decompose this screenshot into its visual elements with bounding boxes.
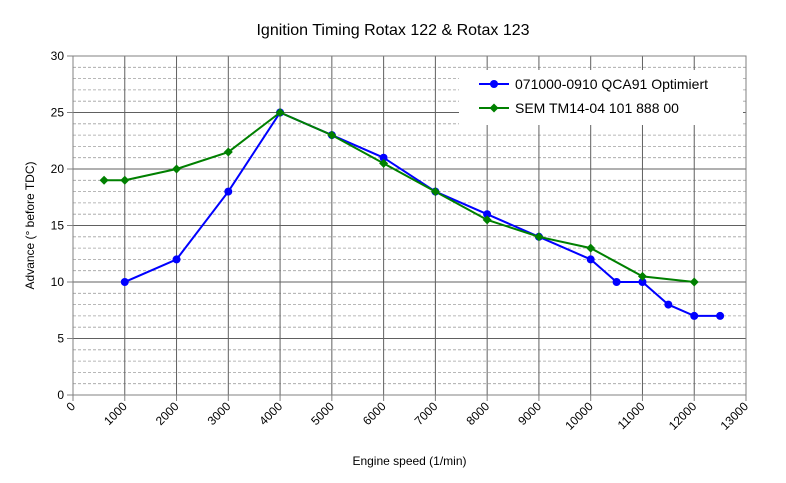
legend-item: SEM TM14-04 101 888 00 xyxy=(479,100,679,116)
data-point xyxy=(275,108,285,117)
legend-marker xyxy=(490,80,498,88)
data-point xyxy=(379,158,389,168)
data-point xyxy=(664,300,673,309)
y-tick-label: 30 xyxy=(51,49,65,63)
x-tick-label: 8000 xyxy=(463,399,492,428)
legend-item: 071000-0910 QCA91 Optimiert xyxy=(479,76,708,92)
x-tick-label: 6000 xyxy=(360,399,389,428)
data-point xyxy=(483,210,492,219)
data-point xyxy=(716,311,725,320)
data-point xyxy=(172,164,182,174)
data-point xyxy=(327,130,337,140)
data-point xyxy=(637,271,647,281)
y-tick-label: 25 xyxy=(51,106,65,120)
x-tick-label: 10000 xyxy=(562,399,596,433)
data-point xyxy=(612,278,621,286)
x-tick-label: 7000 xyxy=(412,399,441,428)
x-tick-label: 5000 xyxy=(308,399,337,428)
legend-label: 071000-0910 QCA91 Optimiert xyxy=(515,76,708,92)
x-tick-label: 12000 xyxy=(666,399,700,433)
data-point xyxy=(482,215,492,225)
x-tick-label: 3000 xyxy=(205,399,234,428)
data-point xyxy=(224,187,233,196)
series xyxy=(99,108,725,320)
x-tick-label: 1000 xyxy=(101,399,130,428)
y-tick-label: 0 xyxy=(57,388,64,402)
data-point xyxy=(223,147,233,157)
data-point xyxy=(586,255,595,264)
x-tick-label: 13000 xyxy=(718,399,752,433)
x-tick-label: 4000 xyxy=(256,399,285,428)
series-line xyxy=(104,111,695,283)
data-point xyxy=(172,255,181,264)
x-axis-label: Engine speed (1/min) xyxy=(352,454,466,468)
x-tick-label: 9000 xyxy=(515,399,544,428)
data-point xyxy=(586,243,596,253)
data-point xyxy=(638,278,647,286)
data-point xyxy=(534,232,544,242)
y-tick-label: 20 xyxy=(51,162,65,176)
data-point xyxy=(379,153,388,162)
legend-marker xyxy=(489,103,499,113)
data-point xyxy=(120,278,129,286)
x-tick-label: 0 xyxy=(63,399,78,414)
y-tick-label: 15 xyxy=(51,219,65,233)
y-tick-label: 5 xyxy=(57,332,64,346)
data-point xyxy=(430,187,440,197)
legend-box xyxy=(459,70,743,125)
data-point xyxy=(690,311,699,320)
x-tick-label: 11000 xyxy=(615,399,648,432)
data-point xyxy=(120,175,130,185)
y-axis-label: Advance (° before TDC) xyxy=(23,162,37,290)
legend: 071000-0910 QCA91 Optimiert SEM TM14-04 1… xyxy=(459,70,743,125)
chart-title: Ignition Timing Rotax 122 & Rotax 123 xyxy=(256,22,529,39)
data-point xyxy=(689,277,699,287)
x-tick-label: 2000 xyxy=(153,399,182,428)
series-2 xyxy=(99,108,699,287)
legend-label: SEM TM14-04 101 888 00 xyxy=(515,100,679,116)
y-tick-label: 10 xyxy=(51,275,65,289)
data-point xyxy=(99,175,109,185)
